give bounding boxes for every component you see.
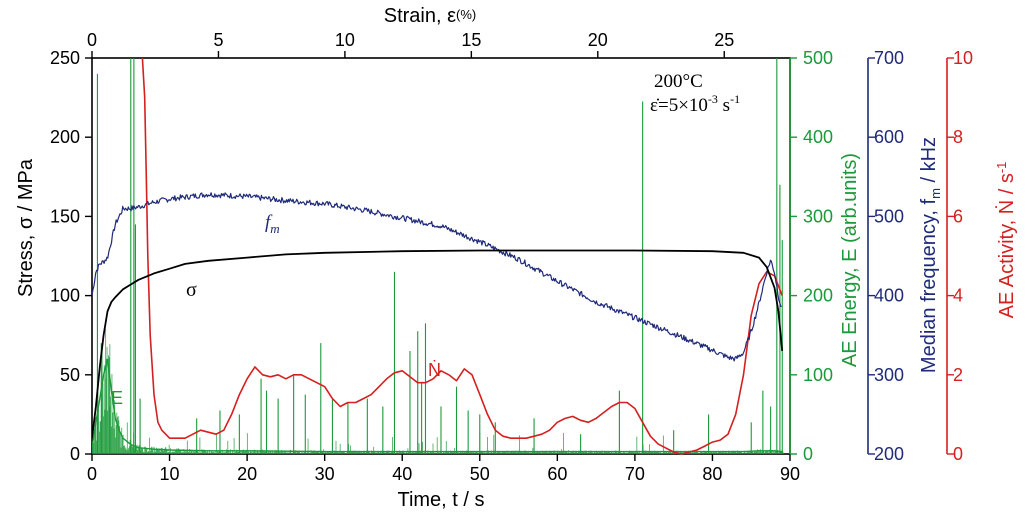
y-tick-label: 50 — [60, 365, 80, 385]
x-axis-top: 0 5 10 15 20 25 — [87, 30, 734, 58]
x-tick-label: 0 — [87, 464, 97, 484]
y-tick-label: 100 — [50, 286, 80, 306]
y-tick-label: 10 — [953, 48, 973, 68]
y-tick-label: 8 — [953, 127, 963, 147]
y-tick-label: 400 — [803, 127, 833, 147]
x-axis-label: Time, t / s — [397, 489, 484, 511]
y-tick-label: 300 — [803, 206, 833, 226]
y-tick-label: 4 — [953, 286, 963, 306]
y-axis-frequency: 200 300 400 500 600 700 — [867, 48, 904, 464]
frequency-series-label: fm — [265, 212, 280, 236]
energy-envelope — [92, 358, 783, 453]
x-tick-label: 50 — [470, 464, 490, 484]
top-axis-label: Strain, ε(%) — [384, 5, 477, 27]
activity-line — [141, 58, 783, 455]
activity-series — [141, 58, 783, 455]
stress-line — [92, 249, 784, 439]
x-tick-label: 30 — [315, 464, 335, 484]
y-axis-stress-label: Stress, σ / MPa — [15, 158, 37, 297]
x-tick-label: 90 — [780, 464, 800, 484]
y-tick-label: 100 — [803, 365, 833, 385]
top-tick-label: 10 — [335, 30, 355, 50]
y-tick-label: 2 — [953, 365, 963, 385]
y-axis-frequency-label: Median frequency, fm / kHz — [918, 137, 943, 373]
y-axis-activity: 0 2 4 6 8 10 — [946, 48, 973, 464]
y-tick-label: 0 — [803, 444, 813, 464]
energy-series — [92, 58, 784, 454]
x-tick-label: 80 — [702, 464, 722, 484]
top-tick-label: 5 — [213, 30, 223, 50]
top-tick-label: 15 — [461, 30, 481, 50]
x-tick-label: 60 — [547, 464, 567, 484]
x-tick-label: 40 — [392, 464, 412, 484]
x-tick-label: 70 — [625, 464, 645, 484]
y-tick-label: 700 — [874, 48, 904, 68]
stress-series-label: σ — [186, 279, 197, 301]
x-tick-label: 10 — [160, 464, 180, 484]
temperature-annotation: 200°C — [654, 71, 703, 92]
y-tick-label: 200 — [803, 286, 833, 306]
y-tick-label: 150 — [50, 206, 80, 226]
frequency-series — [92, 192, 782, 362]
top-tick-label: 20 — [588, 30, 608, 50]
y-tick-label: 0 — [953, 444, 963, 464]
y-tick-label: 6 — [953, 206, 963, 226]
energy-series-label: E — [111, 388, 123, 408]
y-axis-energy-label: AE Energy, E (arb.units) — [839, 153, 861, 367]
plot-frame — [91, 57, 791, 455]
activity-series-label: Ṅ — [428, 360, 441, 380]
top-tick-label: 25 — [714, 30, 734, 50]
y-tick-label: 500 — [803, 48, 833, 68]
y-tick-label: 500 — [874, 206, 904, 226]
x-axis-bottom: 0 10 20 30 40 50 60 70 80 90 — [87, 454, 800, 484]
y-tick-label: 250 — [50, 48, 80, 68]
y-axis-activity-label: AE Activity, Ṅ / s-1 — [994, 162, 1018, 319]
y-tick-label: 200 — [874, 444, 904, 464]
strain-rate-annotation: ε̇=5×10-3 s-1 — [650, 92, 740, 116]
stress-series — [92, 249, 784, 439]
frequency-line — [92, 192, 782, 362]
y-axis-energy: 0 100 200 300 400 500 — [789, 48, 833, 464]
y-tick-label: 200 — [50, 127, 80, 147]
y-tick-label: 600 — [874, 127, 904, 147]
top-tick-label: 0 — [87, 30, 97, 50]
y-tick-label: 0 — [70, 444, 80, 464]
y-tick-label: 300 — [874, 365, 904, 385]
y-axis-stress: 0 50 100 150 200 250 — [50, 48, 92, 464]
x-tick-label: 20 — [237, 464, 257, 484]
y-tick-label: 400 — [874, 286, 904, 306]
